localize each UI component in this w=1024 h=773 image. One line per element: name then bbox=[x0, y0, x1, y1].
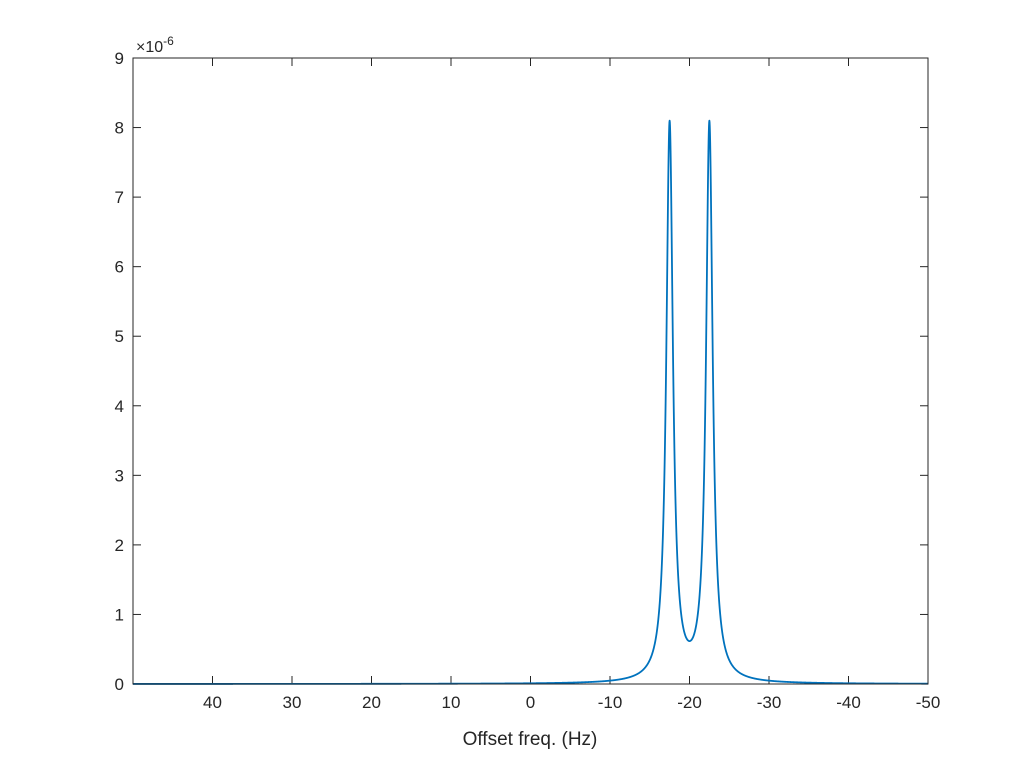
y-tick-label: 5 bbox=[115, 327, 124, 346]
x-tick-label: -50 bbox=[916, 693, 941, 712]
x-tick-label: 20 bbox=[362, 693, 381, 712]
axes-box bbox=[132, 57, 929, 685]
y-tick-label: 0 bbox=[115, 675, 124, 694]
x-tick-label: -10 bbox=[598, 693, 623, 712]
x-tick-label: -20 bbox=[677, 693, 702, 712]
y-tick-label: 1 bbox=[115, 605, 124, 624]
x-tick-label: -30 bbox=[757, 693, 782, 712]
y-tick-label: 2 bbox=[115, 536, 124, 555]
y-tick-label: 7 bbox=[115, 188, 124, 207]
x-tick-label: 10 bbox=[442, 693, 461, 712]
y-tick-labels: 0 1 2 3 4 5 6 7 8 9 bbox=[115, 49, 124, 694]
y-tick-label: 4 bbox=[115, 397, 124, 416]
x-tick-labels: 40 30 20 10 0 -10 -20 -30 -40 -50 bbox=[203, 693, 940, 712]
x-tick-label: 0 bbox=[526, 693, 535, 712]
y-tick-label: 8 bbox=[115, 119, 124, 138]
x-axis-title: Offset freq. (Hz) bbox=[463, 729, 598, 750]
y-exponent-label: ×10-6 bbox=[136, 34, 174, 56]
x-ticks bbox=[212, 58, 929, 684]
y-tick-label: 6 bbox=[115, 258, 124, 277]
x-tick-label: -40 bbox=[836, 693, 861, 712]
x-tick-label: 40 bbox=[203, 693, 222, 712]
x-tick-label: 30 bbox=[283, 693, 302, 712]
y-tick-label: 3 bbox=[115, 466, 124, 485]
y-tick-label: 9 bbox=[115, 49, 124, 68]
plot-area bbox=[133, 58, 928, 684]
y-exponent-base: ×10 bbox=[136, 39, 163, 56]
y-exponent-power: -6 bbox=[163, 34, 174, 48]
